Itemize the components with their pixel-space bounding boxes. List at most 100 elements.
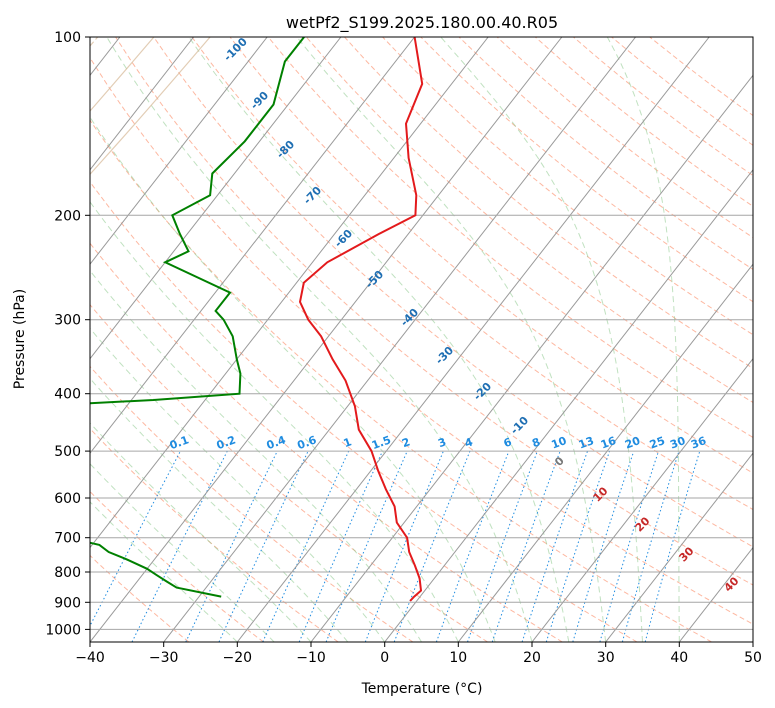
mixing-ratio-line (185, 450, 278, 642)
isotherm-line (90, 37, 415, 454)
temperature-line (298, 37, 424, 602)
moist-adiabat (90, 377, 349, 642)
dry-adiabat (90, 554, 190, 642)
mixing-ratio-line (131, 450, 228, 642)
dry-adiabat (344, 37, 753, 369)
y-tick-label: 800 (54, 565, 81, 581)
x-tick-label: 0 (380, 650, 389, 666)
x-tick-label: −40 (75, 650, 105, 666)
moist-adiabat (90, 116, 496, 642)
isotherm-line (236, 37, 710, 642)
mixing-ratio-line (90, 450, 181, 628)
axes: −40 −30 −20 −10 0 10 20 30 40 5010020030040050060… (45, 30, 762, 666)
y-tick-label: 200 (54, 208, 81, 224)
dry-adiabat-label: -10 (508, 414, 531, 437)
dry-adiabat-label: -30 (433, 344, 456, 367)
isotherm-line (310, 74, 753, 642)
mixing-ratio-label: 6 (502, 435, 514, 450)
dry-adiabat (229, 37, 753, 474)
dry-adiabat (90, 119, 712, 642)
mixing-ratio-line (364, 450, 444, 642)
dry-adiabat (534, 37, 753, 207)
mixing-ratio-label: 2 (400, 435, 412, 450)
y-tick-label: 700 (54, 531, 81, 547)
dry-adiabat-label: -20 (471, 380, 494, 403)
mixing-ratio-line (491, 450, 561, 642)
mixing-ratio-line (521, 450, 588, 642)
dry-adiabat-label: -90 (248, 89, 271, 112)
mixing-ratio-line (572, 450, 635, 642)
x-tick-label: −20 (223, 650, 253, 666)
mixing-ratio-line (599, 450, 659, 642)
dry-adiabat (90, 181, 638, 642)
dry-adiabat-label: 0 (552, 454, 567, 469)
plot-frame (89, 36, 754, 643)
moist-adiabat (90, 422, 312, 642)
moist-adiabat (90, 463, 275, 642)
y-tick-label: 400 (54, 387, 81, 403)
dewpoint-line (90, 37, 305, 598)
dry-adiabat (90, 365, 414, 642)
dry-adiabat (420, 37, 753, 303)
mixing-ratio-line (435, 450, 510, 642)
mixing-ratio-line (467, 450, 538, 642)
dry-adiabat-label: -60 (332, 227, 355, 250)
y-tick-label: 500 (54, 444, 81, 460)
isotherm-line (163, 37, 636, 642)
isotherm-line (90, 37, 194, 171)
dry-adiabat (382, 37, 753, 336)
dry-adiabat (573, 37, 753, 177)
x-tick-label: 50 (744, 650, 762, 666)
dry-adiabat-label: 10 (591, 484, 611, 504)
isotherm-line (90, 37, 563, 642)
mixing-ratio-line (325, 450, 408, 642)
mixing-ratio-line (621, 450, 680, 642)
x-tick-label: 10 (449, 650, 467, 666)
mixing-ratio-label: 16 (599, 434, 618, 452)
moist-adiabat (188, 37, 570, 642)
mixing-ratio-label: 8 (530, 435, 542, 450)
dry-adiabat (458, 37, 753, 271)
mixing-ratio-label: 0.6 (296, 433, 319, 452)
dry-adiabat-label: -70 (301, 184, 324, 207)
y-tick-label: 300 (54, 313, 81, 329)
background-lines (90, 37, 753, 642)
isotherm-line (384, 169, 753, 642)
x-tick-label: −10 (296, 650, 326, 666)
mixing-ratio-line (644, 450, 701, 642)
mixing-ratio-label: 3 (436, 435, 448, 450)
mixing-ratio-label: 20 (623, 434, 642, 452)
moist-adiabat (606, 37, 680, 642)
mixing-ratio-line (545, 450, 611, 642)
y-tick-label: 900 (54, 595, 81, 611)
mixing-ratio-label: 4 (463, 435, 475, 450)
y-axis-label: Pressure (hPa) (12, 289, 28, 389)
dry-adiabat (305, 37, 753, 403)
mixing-ratio-label: 1 (342, 435, 354, 450)
y-tick-label: 600 (54, 491, 81, 507)
moist-adiabat (296, 37, 607, 642)
isotherm-line (90, 37, 268, 265)
mixing-ratio-label: 30 (668, 434, 687, 452)
x-tick-label: 30 (597, 650, 615, 666)
chart-title: wetPf2_S199.2025.180.00.40.R05 (286, 13, 558, 33)
dry-adiabat (90, 242, 563, 642)
dry-adiabat (90, 303, 488, 642)
mixing-ratio-line (298, 450, 383, 642)
x-tick-label: 20 (523, 650, 541, 666)
mixing-ratio-line (262, 450, 350, 642)
x-tick-label: 40 (670, 650, 688, 666)
mixing-ratio-label: 36 (689, 434, 708, 452)
isotherm-line (605, 452, 753, 642)
mixing-ratio-label: 10 (550, 434, 569, 452)
moist-adiabat (90, 501, 238, 642)
moist-adiabat (90, 327, 386, 642)
dry-adiabat (90, 56, 753, 625)
isotherm-line (752, 641, 753, 642)
isotherm-line (90, 37, 342, 360)
dry-adiabat-label: -100 (221, 35, 250, 64)
moist-adiabat (106, 37, 533, 642)
mixing-ratio-label: 0.4 (265, 433, 288, 452)
x-tick-label: −30 (149, 650, 179, 666)
